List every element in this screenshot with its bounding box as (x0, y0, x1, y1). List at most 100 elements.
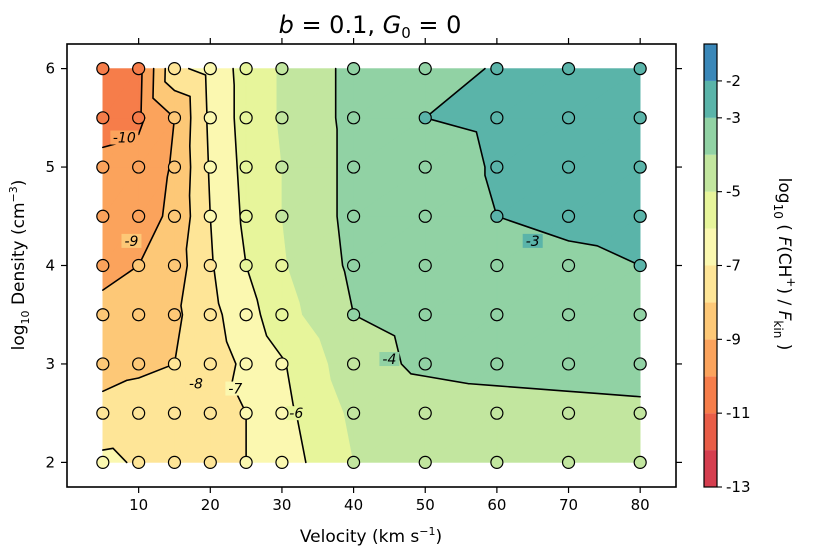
title-b-var: b (279, 11, 294, 39)
sample-point (633, 62, 647, 76)
sample-point (203, 62, 217, 76)
contour-label: -8 (189, 377, 203, 393)
sample-point (346, 111, 361, 125)
sample-point (132, 209, 146, 223)
sample-point (239, 111, 253, 125)
sample-point (167, 308, 182, 322)
contour-label-layer: -10 -9 -8 -7 -6 -4 -3 (110, 130, 543, 422)
sample-point (418, 209, 432, 223)
colorbar-segment (704, 154, 717, 192)
sample-point (132, 62, 146, 76)
title-g-sub: 0 (401, 24, 411, 42)
y-tick-label: 3 (45, 355, 55, 373)
sample-point (633, 357, 647, 371)
sample-point (275, 308, 289, 322)
colorbar-label: log10 ( F(CH+) / Fkin ) (771, 178, 798, 351)
sample-point (275, 258, 289, 273)
contour-label-bg (110, 130, 139, 145)
colorbar-tick-label: -11 (726, 404, 751, 422)
sample-point (275, 160, 289, 174)
contour-label-bg (379, 352, 400, 367)
sample-point (418, 308, 432, 322)
sample-point (346, 209, 361, 223)
sample-point (96, 111, 110, 125)
sample-point (561, 455, 576, 469)
contour-label-bg (286, 406, 307, 421)
sample-point (167, 111, 182, 125)
x-tick-label: 40 (344, 496, 363, 514)
contour-label: -9 (124, 234, 138, 250)
x-tick-label: 80 (631, 496, 650, 514)
sample-point (561, 357, 576, 371)
sample-point (96, 258, 110, 273)
sample-point (561, 209, 576, 223)
sample-point (561, 258, 576, 273)
sample-point (96, 209, 110, 223)
sample-point (275, 111, 289, 125)
sample-point (490, 455, 504, 469)
sample-point (346, 455, 361, 469)
chart-title: b = 0.1, G0 = 0 (279, 11, 462, 42)
sample-point (96, 62, 110, 76)
colorbar-segment (704, 117, 717, 155)
sample-point (167, 258, 182, 273)
x-axis-label: Velocity (km s−1) (300, 525, 442, 547)
sample-point (275, 406, 289, 420)
sample-point (132, 357, 146, 371)
sample-point (346, 62, 361, 76)
title-g-var: G (383, 11, 402, 39)
sample-point (239, 258, 253, 273)
sample-point (633, 406, 647, 420)
sample-point (167, 160, 182, 174)
x-tick-label: 50 (416, 496, 435, 514)
sample-point (203, 455, 217, 469)
sample-point (132, 455, 146, 469)
sample-point (132, 160, 146, 174)
sample-point (633, 258, 647, 273)
sample-point (167, 62, 182, 76)
sample-point (346, 258, 361, 273)
sample-point (96, 455, 110, 469)
contour-label: -10 (113, 131, 136, 147)
sample-point (633, 209, 647, 223)
contour-label-bg (522, 233, 543, 248)
sample-point (561, 160, 576, 174)
colorbar-segment (704, 265, 717, 303)
sample-point (561, 308, 576, 322)
contour-label-bg (121, 233, 142, 248)
sample-point (346, 357, 361, 371)
colorbar-segment (704, 80, 717, 118)
sample-point (132, 258, 146, 273)
colorbar-segment (704, 413, 717, 451)
sample-point (275, 455, 289, 469)
sample-point (490, 406, 504, 420)
sample-point (167, 406, 182, 420)
sample-point (418, 406, 432, 420)
contour-fill-layer (102, 67, 642, 464)
colorbar-tick-label: -3 (726, 109, 741, 127)
x-tick-label: 60 (487, 496, 506, 514)
sample-point (418, 357, 432, 371)
sample-point (275, 209, 289, 223)
sample-point (167, 357, 182, 371)
sample-point (490, 308, 504, 322)
colorbar-segment (704, 450, 717, 487)
sample-point (96, 160, 110, 174)
x-tick-label: 20 (201, 496, 220, 514)
sample-point (203, 111, 217, 125)
sample-point (132, 111, 146, 125)
sample-point (239, 357, 253, 371)
x-tick-label: 10 (129, 496, 148, 514)
contour-label-bg (185, 376, 206, 391)
sample-point (633, 111, 647, 125)
title-g-value: = 0 (411, 11, 462, 39)
sample-point (633, 308, 647, 322)
sample-point (633, 160, 647, 174)
colorbar-segment (704, 302, 717, 340)
sample-point (418, 111, 432, 125)
sample-point (203, 209, 217, 223)
sample-point (490, 62, 504, 76)
sample-point (203, 308, 217, 322)
y-tick-label: 5 (45, 158, 55, 176)
